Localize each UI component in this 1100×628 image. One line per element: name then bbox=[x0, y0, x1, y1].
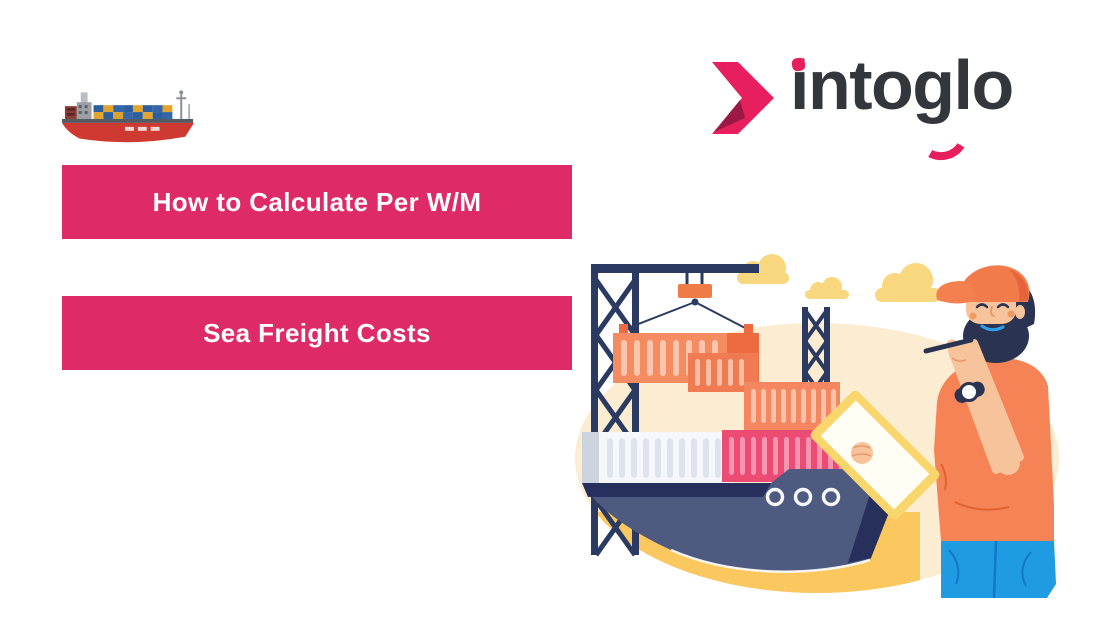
cargo-ship-icon bbox=[61, 90, 195, 143]
title-line-2: Sea Freight Costs bbox=[203, 317, 431, 348]
logo-text: intoglo bbox=[790, 46, 1014, 124]
cap-icon bbox=[958, 265, 1030, 302]
container-ship-icon bbox=[582, 469, 901, 573]
container-stack-icon bbox=[582, 353, 846, 484]
clipboard-icon bbox=[810, 390, 940, 520]
title-line-1: How to Calculate Per W/M bbox=[152, 186, 482, 217]
inspector-with-clipboard bbox=[810, 265, 1056, 599]
clouds-icon bbox=[737, 254, 941, 302]
title-banner-1: How to Calculate Per W/M bbox=[62, 165, 572, 239]
intoglo-arrow-icon bbox=[712, 62, 774, 134]
title-banner-2: Sea Freight Costs bbox=[62, 296, 572, 370]
pen-icon bbox=[923, 337, 974, 354]
watch-icon bbox=[954, 381, 985, 403]
port-illustration bbox=[575, 254, 1059, 599]
intoglo-logo: intoglo bbox=[712, 50, 1052, 166]
